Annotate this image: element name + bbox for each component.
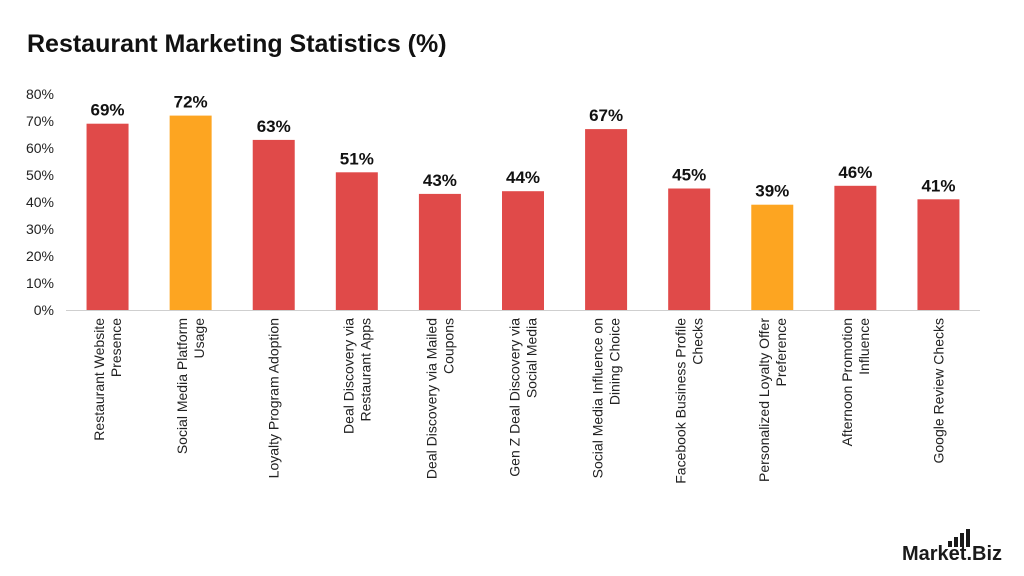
- data-label: 67%: [589, 106, 623, 125]
- bar: [335, 172, 378, 310]
- data-label: 41%: [921, 176, 955, 195]
- bar: [418, 193, 461, 310]
- brand-logo-text: Market.Biz: [901, 543, 1002, 565]
- x-tick-label: Social Media Influence onDining Choice: [590, 318, 623, 479]
- bar-chart-icon: [948, 529, 970, 547]
- x-tick-label: Google Review Checks: [930, 318, 946, 464]
- data-label: 63%: [257, 117, 291, 136]
- x-tick-label: Afternoon PromotionInfluence: [839, 318, 872, 447]
- x-tick-label: Deal Discovery via MailedCoupons: [423, 318, 456, 479]
- y-tick-label: 70%: [26, 113, 54, 129]
- bar: [751, 204, 794, 310]
- x-tick-label: Restaurant WebsitePresence: [91, 318, 124, 441]
- bar: [834, 185, 877, 310]
- bar: [169, 115, 212, 310]
- chart-title: Restaurant Marketing Statistics (%): [27, 30, 447, 58]
- brand-logo: Market.Biz: [901, 529, 1002, 566]
- x-tick-label: Personalized Loyalty OfferPreference: [756, 318, 789, 482]
- y-tick-label: 30%: [26, 221, 54, 237]
- y-tick-label: 0%: [34, 302, 54, 318]
- bar: [86, 123, 129, 310]
- data-label: 72%: [174, 93, 208, 112]
- data-label: 45%: [672, 166, 706, 185]
- bar: [252, 139, 295, 310]
- bar: [668, 188, 711, 310]
- data-label: 51%: [340, 149, 374, 168]
- y-tick-label: 80%: [26, 86, 54, 102]
- data-label: 44%: [506, 168, 540, 187]
- x-tick-label: Deal Discovery viaRestaurant Apps: [340, 318, 373, 434]
- data-label: 69%: [91, 101, 125, 120]
- y-tick-label: 10%: [26, 275, 54, 291]
- x-tick-label: Social Media PlatformUsage: [174, 318, 207, 454]
- y-tick-label: 20%: [26, 248, 54, 264]
- y-tick-label: 50%: [26, 167, 54, 183]
- bar: [917, 199, 960, 310]
- y-tick-label: 60%: [26, 140, 54, 156]
- x-tick-label: Gen Z Deal Discovery viaSocial Media: [507, 318, 540, 477]
- data-label: 43%: [423, 171, 457, 190]
- x-tick-label: Facebook Business ProfileChecks: [673, 318, 706, 484]
- x-tick-label: Loyalty Program Adoption: [266, 318, 282, 478]
- y-tick-label: 40%: [26, 194, 54, 210]
- bar: [502, 191, 544, 310]
- data-label: 46%: [838, 163, 872, 182]
- bar: [585, 129, 628, 310]
- data-label: 39%: [755, 182, 789, 201]
